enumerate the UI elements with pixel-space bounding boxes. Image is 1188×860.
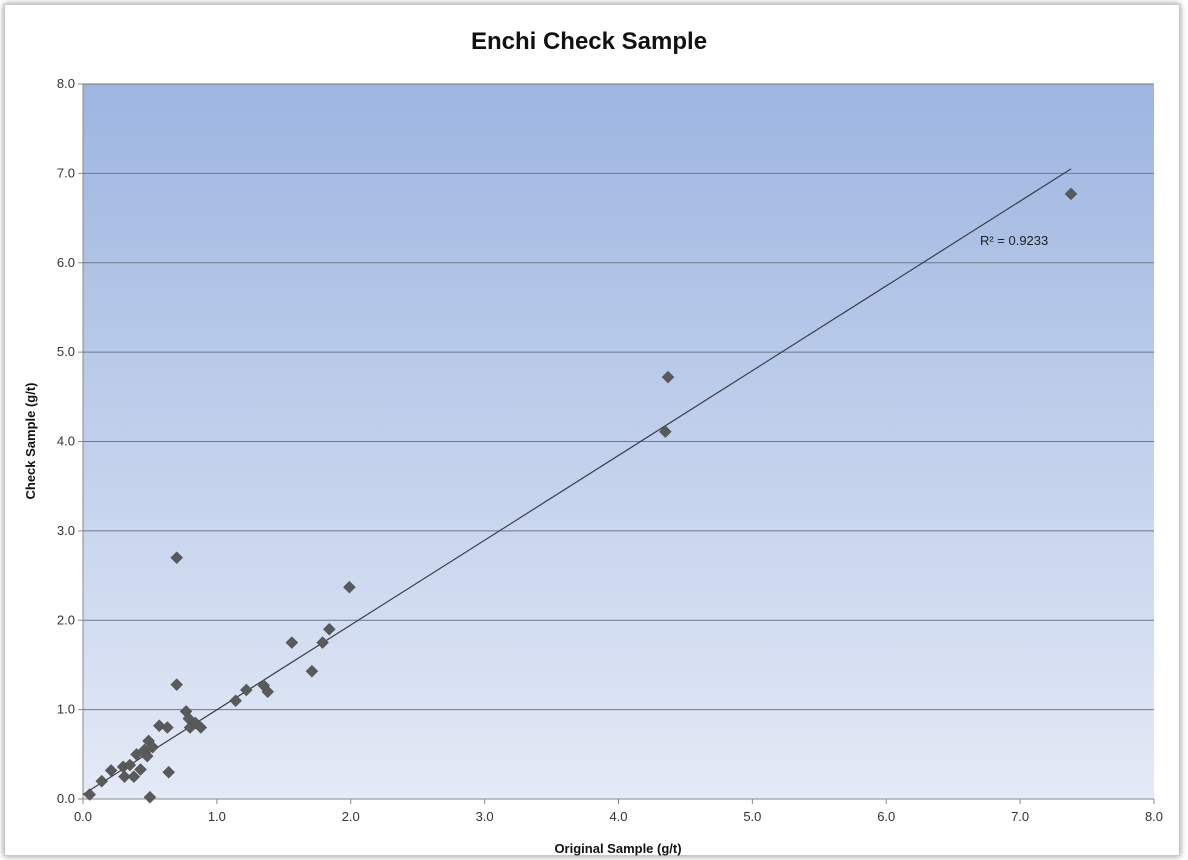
y-tick-label: 5.0	[57, 344, 75, 359]
data-points	[83, 187, 1078, 804]
data-point	[661, 370, 675, 384]
data-point	[343, 580, 356, 594]
x-tick-label: 8.0	[1145, 809, 1163, 824]
data-point	[285, 636, 299, 649]
data-point	[104, 764, 118, 777]
y-tick-label: 3.0	[57, 523, 75, 538]
y-tick-label: 4.0	[57, 434, 75, 449]
data-point	[162, 765, 176, 779]
data-point	[322, 622, 336, 636]
x-tick-label: 7.0	[1011, 809, 1029, 824]
data-point	[118, 770, 131, 784]
x-tick-label: 3.0	[476, 809, 494, 824]
data-point	[170, 551, 184, 565]
axes: 0.0 1.0 2.0 3.0 4.0 5.0 6.0 7.0 8.0 0.0 1.0 2.0 3.0 4…	[57, 76, 1163, 824]
chart-frame: Enchi Check Sample 0.0 1.0 2.0 3.0 4.0 5.0 6.0…	[4, 4, 1180, 856]
data-point	[229, 694, 242, 708]
data-point	[134, 763, 147, 776]
y-tick-label: 2.0	[57, 612, 75, 627]
data-point	[130, 747, 143, 761]
data-point	[160, 721, 174, 734]
data-point	[239, 683, 253, 697]
x-tick-label: 6.0	[877, 809, 895, 824]
y-axis-title: Check Sample (g/t)	[23, 382, 38, 499]
x-tick-label: 5.0	[743, 809, 761, 824]
data-point	[83, 788, 97, 801]
x-tick-label: 2.0	[342, 809, 360, 824]
data-point	[140, 749, 154, 763]
data-point	[261, 685, 275, 699]
data-point	[1064, 187, 1078, 201]
data-point	[170, 678, 184, 691]
data-point	[305, 664, 319, 678]
scatter-chart: Enchi Check Sample 0.0 1.0 2.0 3.0 4.0 5.0 6.0…	[23, 28, 1163, 856]
y-tick-label: 7.0	[57, 165, 75, 180]
data-point	[143, 790, 157, 804]
x-axis-title: Original Sample (g/t)	[554, 841, 681, 856]
chart-title: Enchi Check Sample	[471, 28, 707, 55]
r-squared-label: R² = 0.9233	[980, 233, 1048, 248]
data-point	[146, 740, 159, 754]
data-point	[316, 636, 329, 649]
x-tick-label: 4.0	[609, 809, 627, 824]
y-tick-label: 1.0	[57, 702, 75, 717]
y-tick-label: 0.0	[57, 791, 75, 806]
data-point	[194, 721, 208, 734]
y-tick-label: 8.0	[57, 76, 75, 91]
data-point	[95, 774, 109, 788]
y-tick-label: 6.0	[57, 255, 75, 270]
data-point	[659, 425, 672, 439]
data-point	[123, 758, 137, 772]
gridlines	[83, 83, 1154, 711]
x-tick-label: 1.0	[208, 809, 226, 824]
x-tick-label: 0.0	[74, 809, 92, 824]
data-point	[127, 770, 141, 784]
